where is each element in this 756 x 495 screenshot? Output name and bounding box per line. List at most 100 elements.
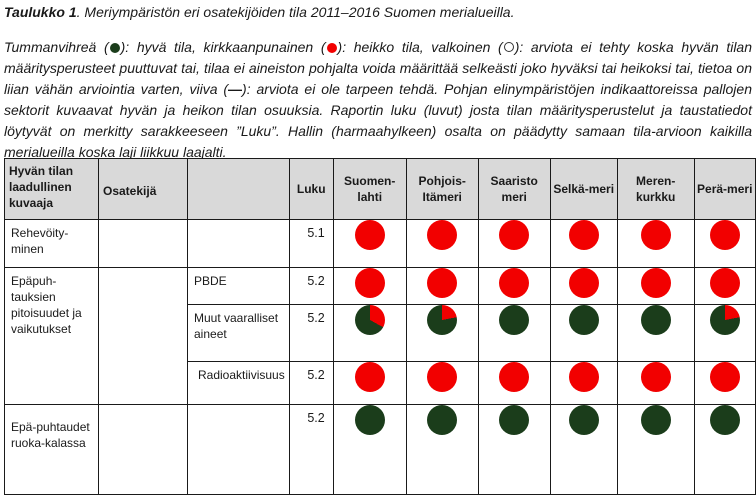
status-circle <box>568 362 599 392</box>
status-circle <box>354 362 385 392</box>
status-cell <box>616 267 695 305</box>
status-circle <box>709 305 740 335</box>
red-dot-icon <box>326 43 337 53</box>
status-circle <box>427 268 458 298</box>
status-cell <box>405 219 479 268</box>
status-cell <box>549 361 618 405</box>
table-row: Rehevöity-minen 5.1 <box>4 219 756 268</box>
table-body: Rehevöity-minen 5.1 Epäpuh-tauksien pito… <box>4 219 756 495</box>
status-cell <box>693 304 756 362</box>
table-caption: Taulukko 1. Meriympäristön eri osatekijö… <box>4 2 752 23</box>
desc-part1: Tummanvihreä ( <box>4 39 109 55</box>
status-circle <box>568 405 599 435</box>
legend-description: Tummanvihreä ( ): hyvä tila, kirkkaanpuna… <box>4 37 752 163</box>
header-area: Selkä-meri <box>549 158 618 220</box>
status-circle <box>709 268 740 298</box>
status-circle <box>709 405 740 435</box>
status-circle <box>640 268 671 298</box>
status-cell <box>477 304 551 362</box>
subcomponent-cell <box>187 404 290 495</box>
desc-part3: ): heikko tila, valkoinen ( <box>337 39 503 55</box>
table-row: Radioaktiivisuus 5.2 <box>5 361 756 405</box>
status-circle <box>640 405 671 435</box>
status-circle <box>709 220 740 250</box>
header-area: Pohjois-Itämeri <box>405 158 479 220</box>
status-cell <box>477 219 551 268</box>
status-circle <box>499 405 530 435</box>
subcomponent-cell: Muut vaaralliset aineet <box>187 304 290 362</box>
status-cell <box>616 219 695 268</box>
status-circle <box>427 305 458 335</box>
status-circle <box>640 220 671 250</box>
status-circle <box>427 362 458 392</box>
subcomponent-cell <box>187 219 290 268</box>
header-component: Osatekijä <box>98 158 188 220</box>
header-subcomponent <box>187 158 290 220</box>
status-cell <box>549 304 618 362</box>
luku-cell: 5.2 <box>288 404 334 495</box>
status-circle <box>499 268 530 298</box>
status-table: Hyvän tilan laadullinen kuvaaja Osatekij… <box>4 158 756 495</box>
status-cell <box>332 361 407 405</box>
header-area: Perä-meri <box>693 158 756 220</box>
status-circle <box>427 405 458 435</box>
header-area: Saaristo meri <box>477 158 551 220</box>
status-cell <box>477 361 551 405</box>
status-circle <box>354 305 385 335</box>
status-circle <box>354 220 385 250</box>
status-circle <box>499 362 530 392</box>
status-cell <box>405 304 479 362</box>
status-cell <box>332 267 407 305</box>
header-area: Suomen-lahti <box>332 158 407 220</box>
component-cell <box>98 404 188 495</box>
status-cell <box>549 267 618 305</box>
status-cell <box>616 361 695 405</box>
status-cell <box>477 404 551 495</box>
table-row: Epäpuh-tauksien pitoisuudet ja vaikutuks… <box>4 267 756 405</box>
status-cell <box>549 404 618 495</box>
status-cell <box>616 404 695 495</box>
desc-part2: ): hyvä tila, kirkkaanpunainen ( <box>120 39 326 55</box>
header-area: Meren-kurkku <box>616 158 695 220</box>
table-row: Epä-puhtaudet ruoka-kalassa 5.2 <box>4 404 756 495</box>
status-cell <box>332 304 407 362</box>
descriptor-cell: Epäpuh-tauksien pitoisuudet ja vaikutuks… <box>4 267 99 405</box>
status-cell <box>693 361 756 405</box>
status-circle <box>640 305 671 335</box>
status-cell <box>332 219 407 268</box>
header-descriptor: Hyvän tilan laadullinen kuvaaja <box>4 158 99 220</box>
status-cell <box>693 219 756 268</box>
status-cell <box>405 404 479 495</box>
luku-cell: 5.1 <box>288 219 334 268</box>
status-cell <box>693 404 756 495</box>
subcomponent-cell: PBDE <box>187 267 290 305</box>
desc-part4: ): arviota ei tehty koska hyvän tilan mä… <box>4 39 752 97</box>
luku-cell: 5.2 <box>288 304 334 362</box>
component-cell <box>98 219 188 268</box>
status-cell <box>549 219 618 268</box>
status-cell <box>405 361 479 405</box>
caption-label: Taulukko 1 <box>4 4 77 20</box>
descriptor-cell: Rehevöity-minen <box>4 219 99 268</box>
status-circle <box>354 268 385 298</box>
status-cell <box>405 267 479 305</box>
luku-cell: 5.2 <box>288 361 334 405</box>
status-circle <box>427 220 458 250</box>
status-circle <box>499 305 530 335</box>
white-circle-icon <box>503 42 514 52</box>
status-cell <box>616 304 695 362</box>
luku-cell: 5.2 <box>288 267 334 305</box>
status-cell <box>332 404 407 495</box>
desc-part5: ): arviota ei ole tarpeen tehdä. Pohjan … <box>4 81 752 160</box>
header-luku: Luku <box>288 158 334 220</box>
status-circle <box>640 362 671 392</box>
subcomponent-cell: Radioaktiivisuus <box>187 361 290 405</box>
status-circle <box>568 220 599 250</box>
status-circle <box>568 268 599 298</box>
status-cell <box>477 267 551 305</box>
dash-symbol: — <box>228 81 243 97</box>
status-circle <box>499 220 530 250</box>
descriptor-cell: Epä-puhtaudet ruoka-kalassa <box>4 404 99 495</box>
caption-text: . Meriympäristön eri osatekijöiden tila … <box>76 4 515 20</box>
green-dot-icon <box>109 43 120 53</box>
